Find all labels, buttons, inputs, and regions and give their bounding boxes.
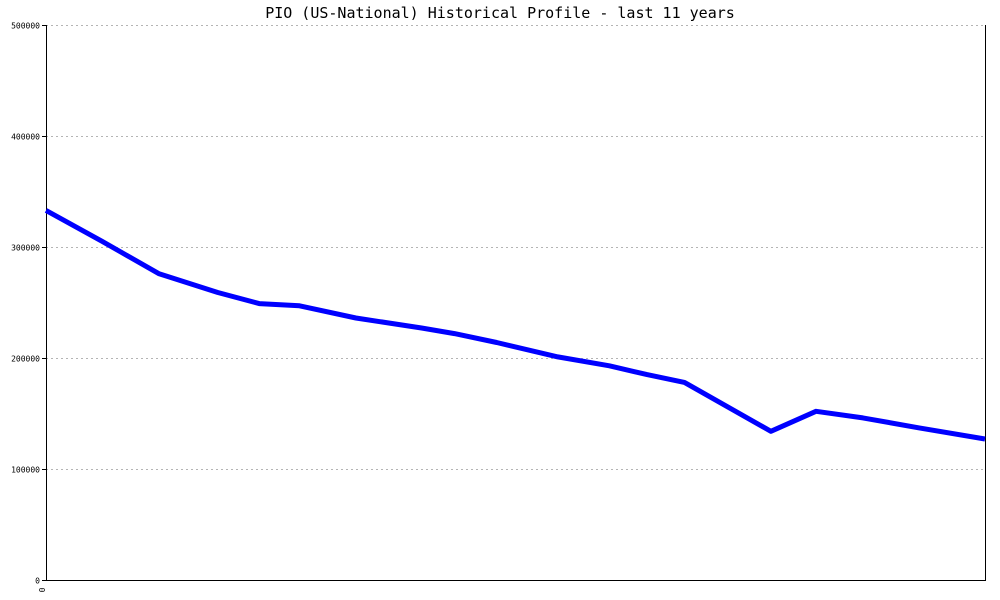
x-axis-ticks: 0 xyxy=(38,587,47,592)
y-tick-label: 100000 xyxy=(11,466,40,475)
y-tick-label: 0 xyxy=(35,577,40,586)
y-axis-ticks: 0 100000 200000 300000 400000 500000 xyxy=(11,22,46,586)
series-line xyxy=(44,208,986,442)
y-tick-label: 300000 xyxy=(11,244,40,253)
y-tick-label: 500000 xyxy=(11,22,40,31)
chart-title: PIO (US-National) Historical Profile - l… xyxy=(265,4,735,22)
y-tick-label: 400000 xyxy=(11,133,40,142)
grid-lines xyxy=(46,25,985,470)
x-tick-label: 0 xyxy=(38,587,47,592)
series-group xyxy=(44,208,986,442)
y-tick-label: 200000 xyxy=(11,355,40,364)
axes xyxy=(46,25,986,581)
